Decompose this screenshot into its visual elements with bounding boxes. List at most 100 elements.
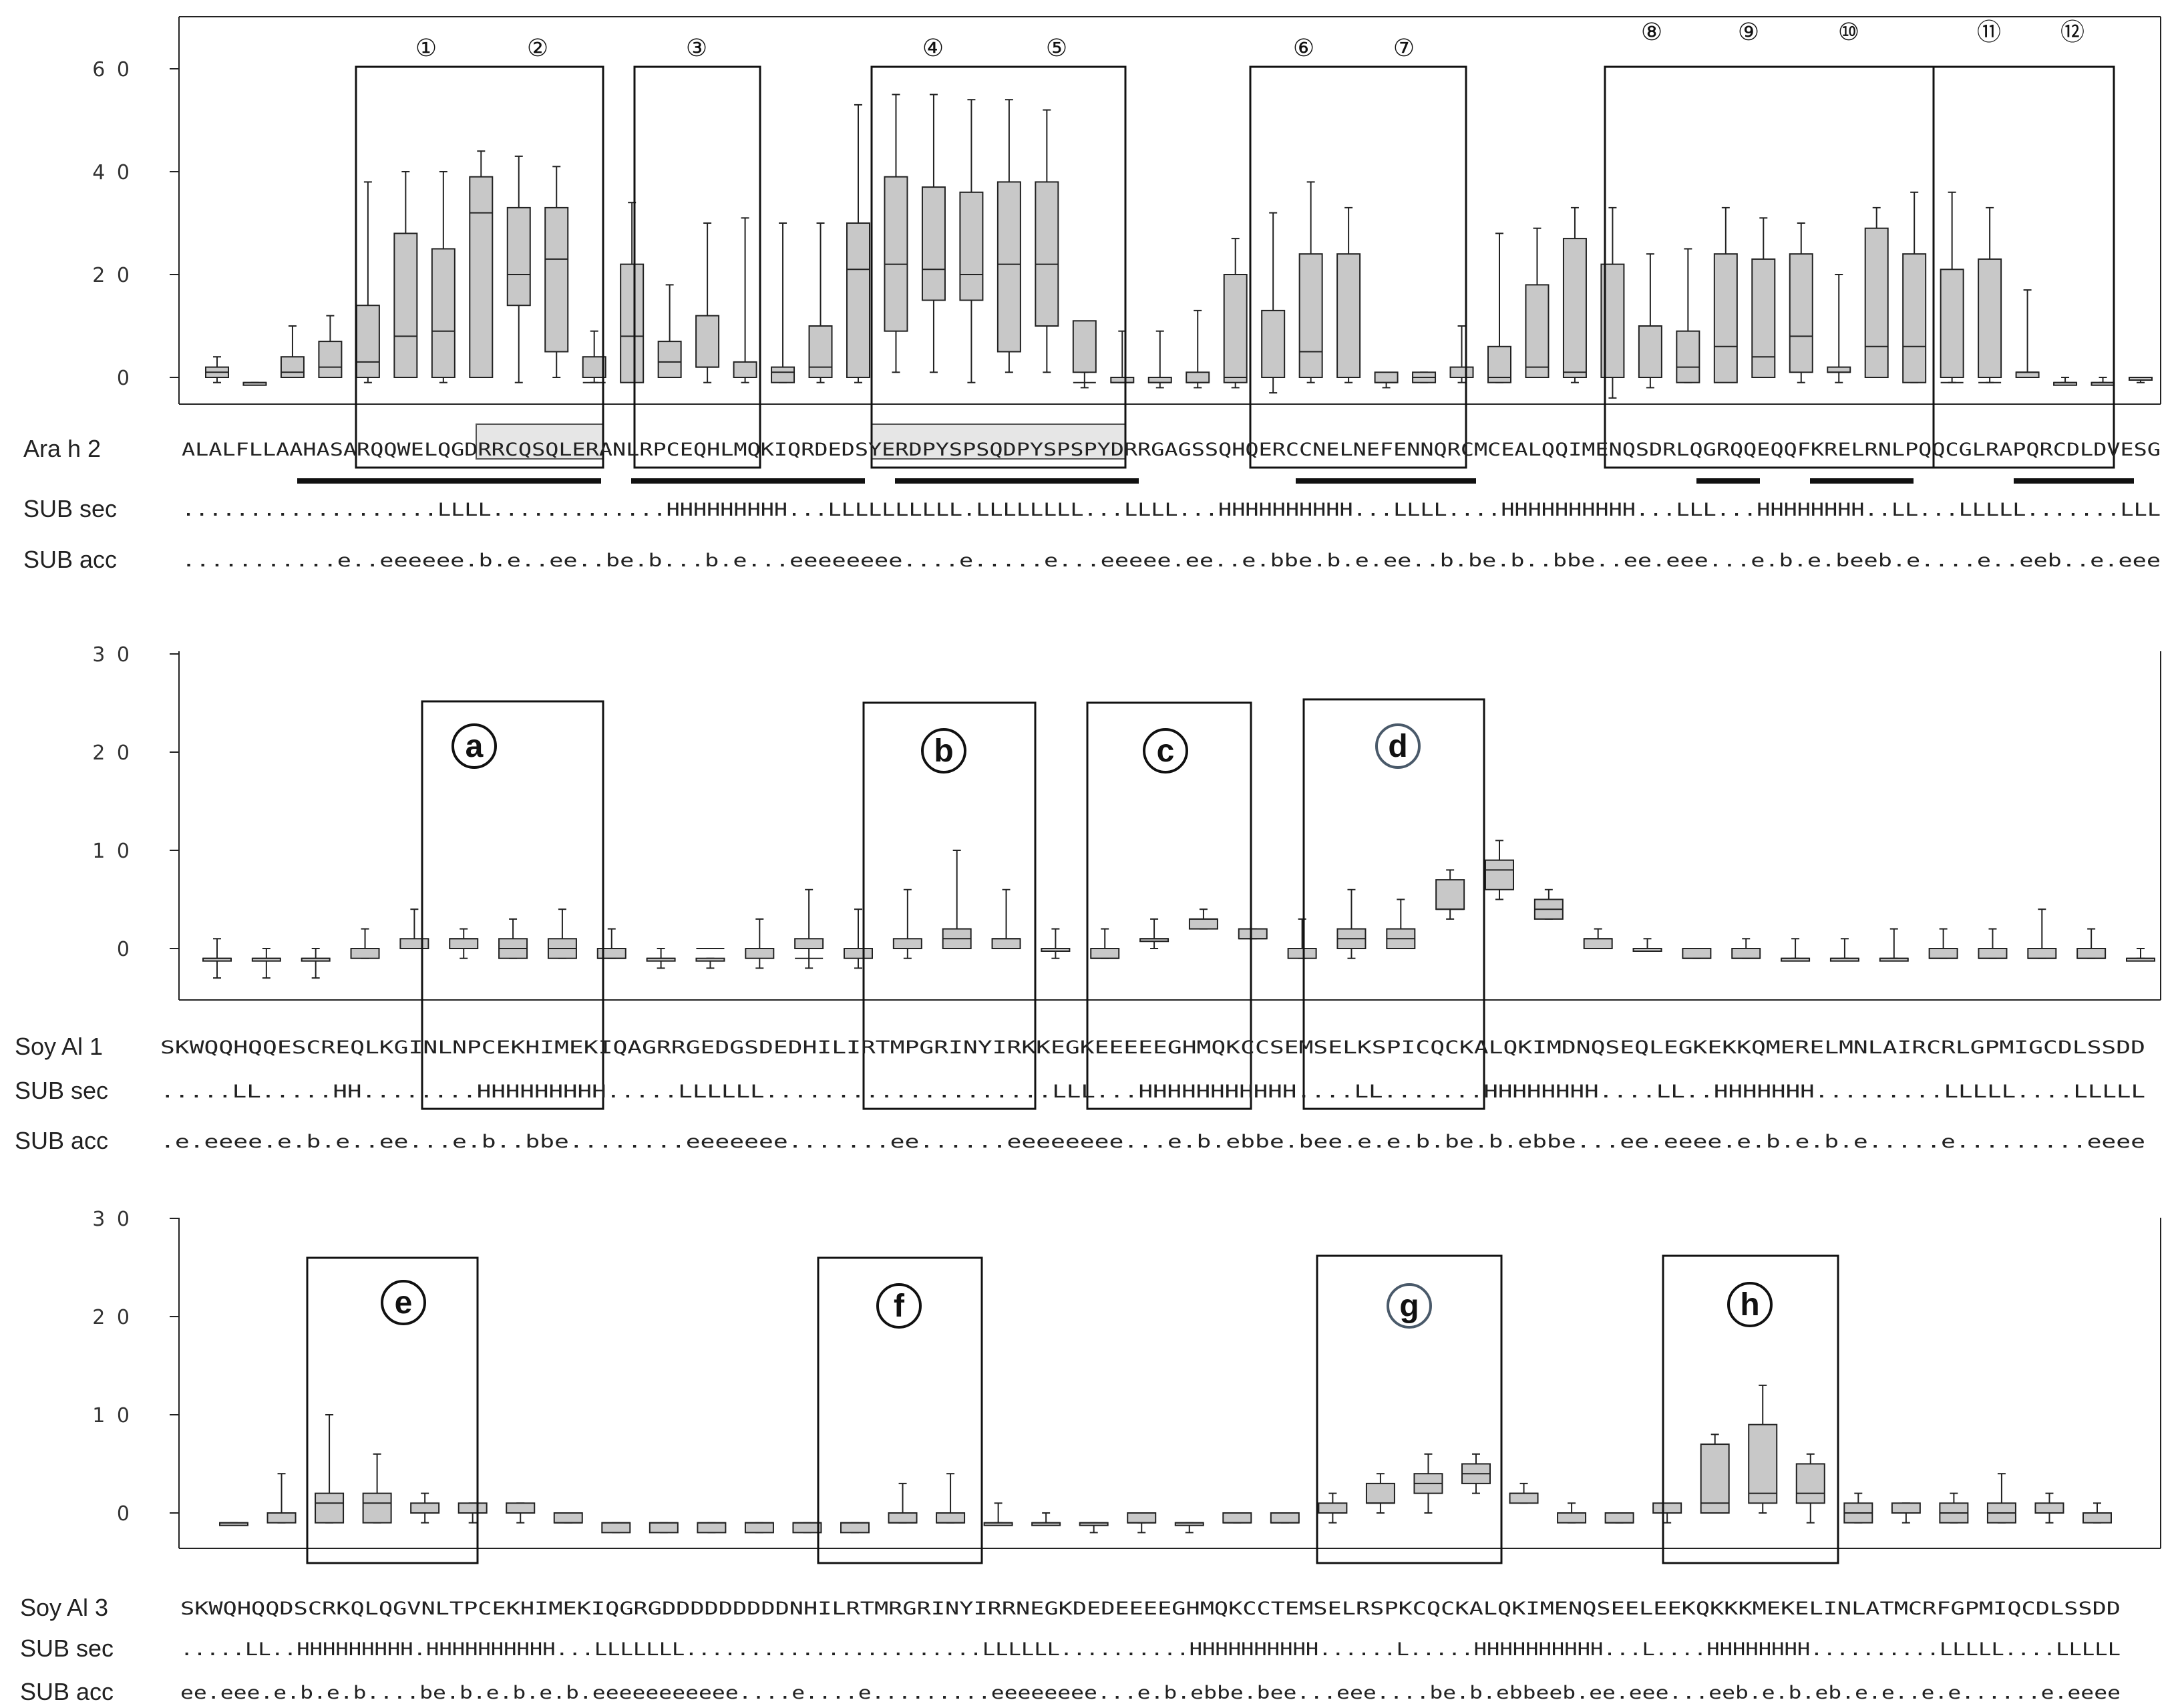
box-iqr — [1188, 918, 1218, 930]
box-iqr — [744, 1522, 774, 1534]
box-iqr — [1682, 948, 1712, 959]
box-16 — [942, 850, 972, 949]
box-iqr — [1110, 377, 1135, 383]
box-28 — [1223, 238, 1248, 389]
box-iqr — [808, 325, 833, 378]
y-tick-label: 0 — [117, 367, 132, 390]
box-27 — [1485, 840, 1514, 900]
box-24 — [1336, 888, 1367, 959]
box-iqr — [1485, 859, 1514, 890]
box-iqr — [1487, 345, 1511, 383]
sequence-highlight-2 — [871, 423, 1126, 460]
box-25 — [1365, 1473, 1395, 1514]
box-iqr — [2027, 948, 2057, 959]
box-18 — [1041, 928, 1071, 959]
box-iqr — [1090, 948, 1120, 959]
box-iqr — [697, 1522, 727, 1534]
box-25 — [1110, 330, 1135, 383]
box-34 — [1829, 938, 1859, 962]
box-10 — [544, 166, 569, 378]
epitope-box-3 — [1086, 701, 1252, 1110]
box-33 — [1412, 371, 1437, 383]
epitope-label: ⑥ — [1293, 35, 1314, 62]
box-iqr — [892, 938, 922, 950]
box-11 — [695, 948, 725, 969]
box-iqr — [996, 181, 1021, 353]
box-iqr — [620, 263, 645, 383]
box-8 — [469, 150, 494, 378]
epitope-box-3 — [870, 65, 1127, 469]
box-4 — [362, 1453, 392, 1524]
epitope-marker — [1375, 723, 1421, 769]
epitope-label: a — [466, 729, 484, 764]
epitope-marker — [1143, 728, 1188, 774]
box-35 — [1843, 1492, 1873, 1524]
box-iqr — [318, 341, 343, 379]
box-28 — [1533, 888, 1564, 920]
box-33 — [1781, 938, 1811, 962]
box-8 — [547, 908, 577, 959]
box-iqr — [1652, 1502, 1682, 1514]
box-iqr — [846, 222, 870, 378]
box-51 — [2091, 377, 2115, 386]
box-iqr — [506, 1502, 536, 1514]
box-iqr — [1940, 269, 1964, 378]
box-40 — [1676, 248, 1700, 383]
epitope-label: ⑧ — [1641, 19, 1662, 46]
box-13 — [792, 1522, 822, 1534]
epitope-box-4 — [1249, 65, 1467, 469]
epitope-label: ⑫ — [2060, 19, 2084, 46]
box-23 — [1035, 109, 1059, 373]
epitope-marker — [451, 723, 497, 769]
y-tick-label: 2 0 — [92, 264, 132, 287]
box-iqr — [601, 1522, 631, 1534]
box-42 — [1751, 217, 1776, 378]
box-38 — [2027, 908, 2057, 959]
epitope-label: ③ — [686, 35, 707, 62]
box-iqr — [1186, 371, 1210, 383]
box-36 — [1525, 227, 1550, 378]
box-32 — [1374, 371, 1399, 389]
box-39 — [2034, 1492, 2064, 1524]
epitope-box-1 — [306, 1256, 479, 1564]
box-34 — [1449, 325, 1474, 383]
box-iqr — [2082, 1512, 2112, 1524]
box-46 — [1902, 191, 1927, 383]
epitope-label: c — [1157, 733, 1175, 769]
y-tick-label: 1 0 — [92, 840, 132, 863]
box-iqr — [1789, 253, 1813, 373]
box-iqr — [1336, 253, 1361, 379]
box-22 — [1238, 928, 1268, 940]
box-3 — [315, 1414, 345, 1524]
box-29 — [1261, 212, 1286, 394]
box-22 — [1222, 1512, 1252, 1524]
acc-label: SUB acc — [15, 1127, 108, 1154]
epitope-label: ⑤ — [1046, 35, 1067, 62]
box-30 — [1632, 938, 1662, 952]
box-iqr — [1374, 371, 1399, 383]
box-4 — [350, 928, 380, 959]
box-44 — [1827, 274, 1851, 383]
epitope-marker — [921, 728, 966, 774]
box-39 — [1638, 253, 1662, 389]
box-iqr — [2034, 1502, 2064, 1514]
box-iqr — [1222, 1512, 1252, 1524]
y-tick-label: 2 0 — [92, 1306, 132, 1329]
box-29 — [1583, 928, 1613, 950]
box-38 — [1986, 1473, 2016, 1524]
box-iqr — [1751, 258, 1776, 378]
sec-text: ...................LLLL.............HHHH… — [182, 500, 2161, 520]
epitope-label: f — [894, 1289, 905, 1324]
y-tick-label: 0 — [117, 938, 132, 961]
box-iqr — [844, 948, 873, 959]
box-iqr — [936, 1512, 966, 1524]
epitope-label: e — [395, 1285, 413, 1321]
sequence-label: Soy Al 1 — [15, 1033, 103, 1060]
box-10 — [649, 1522, 679, 1534]
box-iqr — [1604, 1512, 1634, 1524]
box-iqr — [1449, 366, 1474, 378]
box-52 — [2129, 377, 2153, 383]
box-9 — [506, 155, 531, 383]
box-iqr — [1676, 330, 1700, 383]
epitope-box-1 — [355, 65, 604, 469]
